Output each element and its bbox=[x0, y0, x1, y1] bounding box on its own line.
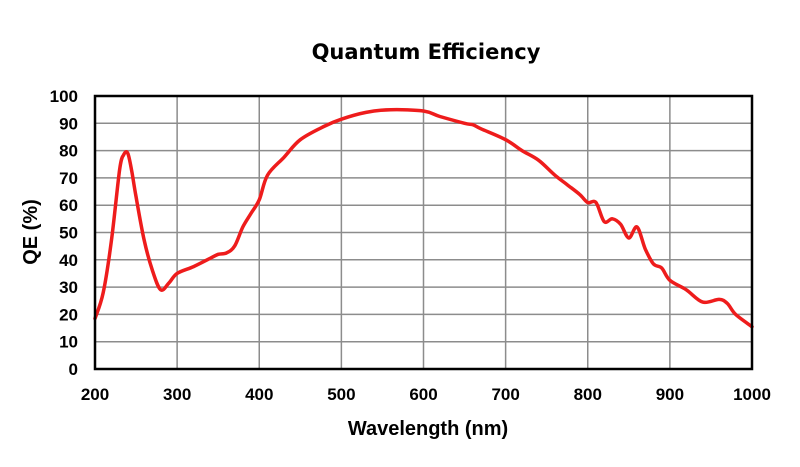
y-tick-label: 80 bbox=[59, 142, 78, 161]
x-tick-label: 300 bbox=[163, 385, 191, 404]
y-axis-label: QE (%) bbox=[20, 199, 42, 265]
x-tick-label: 200 bbox=[81, 385, 109, 404]
x-tick-label: 800 bbox=[574, 385, 602, 404]
y-tick-label: 20 bbox=[59, 305, 78, 324]
x-tick-label: 900 bbox=[656, 385, 684, 404]
x-tick-label: 500 bbox=[327, 385, 355, 404]
x-axis-label: Wavelength (nm) bbox=[348, 418, 508, 440]
plot-frame bbox=[93, 94, 754, 371]
x-tick-label: 600 bbox=[409, 385, 437, 404]
grid bbox=[95, 96, 752, 369]
y-tick-label: 40 bbox=[59, 251, 78, 270]
y-tick-label: 60 bbox=[59, 196, 78, 215]
y-tick-label: 10 bbox=[59, 333, 78, 352]
y-tick-label: 100 bbox=[50, 87, 78, 106]
series-layer bbox=[93, 107, 754, 329]
chart-title: Quantum Efficiency bbox=[312, 40, 541, 64]
y-tick-label: 50 bbox=[59, 224, 78, 243]
y-tick-label: 70 bbox=[59, 169, 78, 188]
x-tick-label: 1000 bbox=[733, 385, 771, 404]
y-axis-ticks: 0 10 20 30 40 50 60 70 80 90 100 bbox=[50, 87, 78, 379]
x-tick-label: 400 bbox=[245, 385, 273, 404]
x-axis-ticks: 200 300 400 500 600 700 800 900 1000 bbox=[81, 385, 771, 404]
y-tick-label: 90 bbox=[59, 114, 78, 133]
y-tick-label: 0 bbox=[69, 360, 78, 379]
y-tick-label: 30 bbox=[59, 278, 78, 297]
x-tick-label: 700 bbox=[491, 385, 519, 404]
qe-series-line bbox=[93, 107, 754, 329]
